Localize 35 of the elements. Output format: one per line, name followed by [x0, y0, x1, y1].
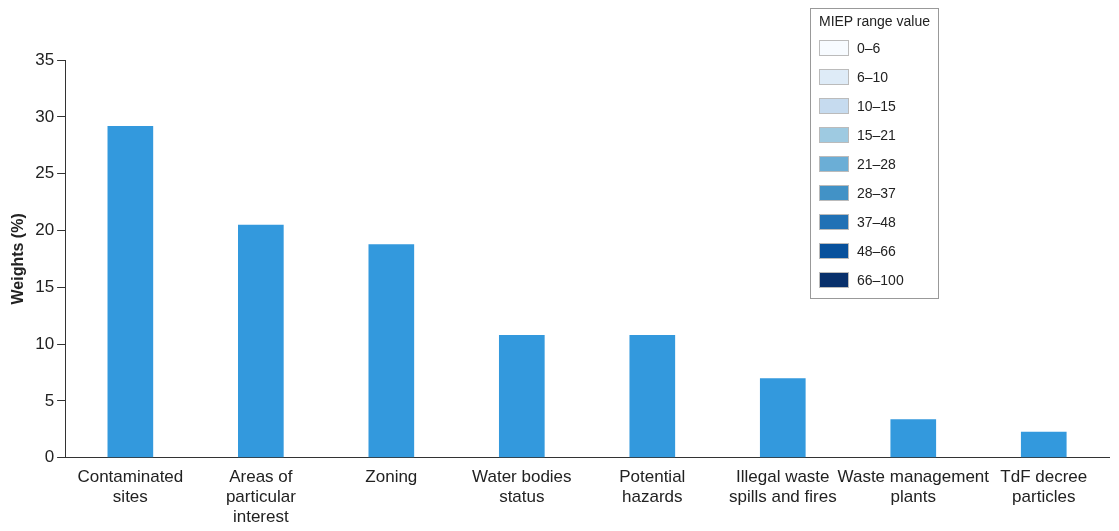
x-tick-label: Areas of particular interest [225, 466, 297, 527]
bar [238, 224, 284, 458]
bar [368, 244, 415, 458]
x-tick-label: Potential hazards [619, 466, 686, 507]
legend-label: 66–100 [856, 271, 904, 288]
x-tick-label: Waste management plants [837, 466, 990, 507]
y-tick-label: 0 [44, 447, 55, 467]
y-axis-title: Weights (%) [9, 213, 27, 305]
legend-label: 10–15 [856, 97, 896, 114]
x-tick-label: Water bodies status [472, 466, 572, 507]
y-tick-label: 15 [35, 277, 55, 296]
y-tick-label: 30 [35, 106, 55, 126]
bar [498, 335, 545, 458]
x-tick-label: Zoning [365, 466, 418, 486]
legend-label: 28–37 [856, 184, 896, 201]
bar [1020, 431, 1067, 458]
legend-label: 6–10 [856, 68, 889, 85]
legend-label: 21–28 [856, 155, 896, 172]
legend-label: 15–21 [856, 126, 896, 143]
legend-title: MIEP range value [818, 13, 930, 29]
bar [629, 335, 676, 458]
y-tick-label: 20 [35, 220, 55, 240]
bar [759, 378, 806, 458]
legend-label: 0–6 [856, 39, 881, 56]
y-tick-label: 35 [35, 49, 55, 69]
bar [890, 419, 937, 458]
y-tick-label: 25 [35, 163, 55, 183]
x-tick-label: Illegal waste spills and fires [728, 466, 837, 507]
x-tick-label: TdF decree particles [1000, 466, 1088, 507]
y-tick-label: 5 [44, 390, 55, 410]
legend-label: 37–48 [856, 213, 896, 230]
y-tick-label: 10 [35, 333, 55, 353]
x-tick-label: Contaminated sites [77, 466, 184, 507]
legend-label: 48–66 [856, 242, 896, 259]
bar [107, 125, 154, 458]
